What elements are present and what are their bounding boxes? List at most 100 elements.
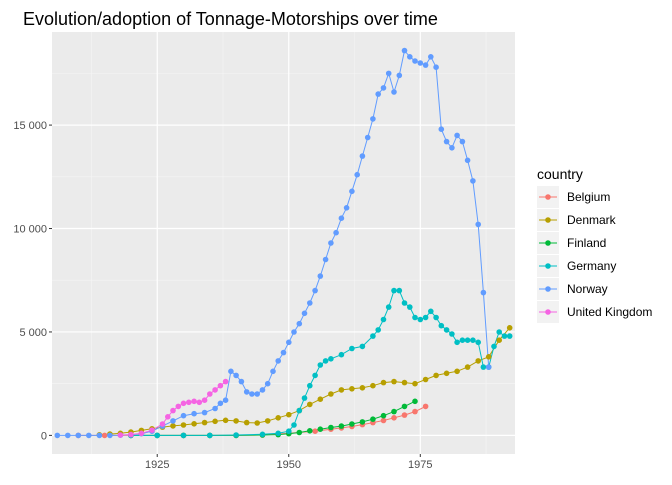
data-point-denmark	[349, 386, 355, 392]
data-point-united-kingdom	[175, 403, 182, 410]
data-point-norway	[107, 432, 113, 439]
data-point-norway	[470, 178, 476, 184]
data-point-norway	[349, 188, 355, 195]
data-point-finland	[328, 424, 334, 431]
data-point-norway	[222, 397, 229, 404]
data-point-denmark	[401, 379, 408, 386]
data-point-finland	[349, 421, 355, 427]
data-point-norway	[233, 372, 239, 379]
legend-title: country	[537, 166, 583, 182]
data-point-germany	[501, 333, 508, 339]
data-point-norway	[438, 126, 445, 132]
data-point-finland	[380, 412, 387, 419]
legend-point-belgium	[545, 194, 551, 200]
chart-title: Evolution/adoption of Tonnage-Motorships…	[23, 9, 438, 29]
data-point-finland	[359, 419, 366, 425]
data-point-denmark	[233, 418, 239, 424]
data-point-united-kingdom	[165, 414, 171, 420]
data-point-norway	[417, 60, 424, 66]
data-point-norway	[485, 364, 492, 370]
data-point-norway	[264, 380, 271, 387]
data-point-germany	[322, 358, 329, 364]
data-point-norway	[270, 368, 276, 375]
legend-point-united-kingdom	[545, 309, 551, 315]
data-point-denmark	[212, 418, 218, 425]
data-point-denmark	[222, 417, 229, 424]
data-point-germany	[417, 316, 424, 323]
data-point-norway	[433, 64, 439, 70]
data-point-norway	[228, 368, 234, 375]
data-point-belgium	[401, 412, 408, 418]
data-point-norway	[454, 132, 460, 139]
data-point-germany	[154, 432, 160, 439]
data-point-united-kingdom	[191, 398, 197, 405]
plot-panel	[52, 32, 515, 454]
data-point-denmark	[412, 380, 418, 387]
data-point-denmark	[391, 378, 397, 385]
data-point-norway	[275, 358, 282, 364]
data-point-norway	[286, 339, 292, 346]
axis-layer: 1925 1950 1975 0 5 000 10 000 15 000	[13, 120, 432, 471]
data-point-germany	[396, 287, 403, 294]
data-point-denmark	[317, 396, 324, 403]
data-point-denmark	[328, 391, 334, 397]
data-point-norway	[475, 221, 482, 228]
data-point-united-kingdom	[217, 382, 224, 389]
data-point-denmark	[433, 372, 439, 379]
data-point-germany	[296, 407, 303, 414]
data-point-united-kingdom	[117, 432, 124, 438]
data-point-norway	[354, 171, 361, 178]
data-point-denmark	[264, 418, 271, 424]
data-point-norway	[364, 134, 371, 141]
data-point-united-kingdom	[159, 421, 166, 427]
data-point-norway	[449, 145, 455, 151]
data-point-norway	[191, 410, 197, 417]
data-point-norway	[301, 310, 308, 317]
data-point-finland	[307, 428, 313, 434]
data-point-united-kingdom	[212, 387, 218, 393]
data-point-germany	[475, 339, 482, 346]
data-point-united-kingdom	[207, 391, 213, 397]
data-point-denmark	[286, 411, 292, 418]
data-point-norway	[459, 138, 466, 145]
data-point-norway	[238, 378, 245, 385]
data-point-united-kingdom	[196, 399, 203, 406]
legend-point-germany	[545, 263, 551, 269]
data-point-germany	[491, 343, 497, 350]
data-point-norway	[422, 62, 429, 68]
data-point-germany	[496, 329, 503, 335]
data-point-norway	[170, 418, 176, 424]
data-point-germany	[286, 428, 292, 435]
data-point-norway	[212, 405, 218, 412]
legend-point-norway	[545, 286, 551, 292]
data-point-belgium	[101, 432, 108, 439]
data-point-united-kingdom	[138, 430, 145, 437]
data-point-belgium	[422, 403, 429, 410]
data-point-germany	[275, 430, 282, 437]
data-point-belgium	[412, 408, 418, 415]
data-point-germany	[233, 432, 239, 438]
data-point-germany	[438, 322, 445, 329]
data-point-norway	[312, 287, 318, 294]
data-point-norway	[370, 116, 376, 122]
data-point-denmark	[180, 422, 187, 428]
data-point-finland	[412, 398, 418, 405]
data-point-norway	[280, 349, 287, 356]
x-tick-label: 1975	[408, 459, 432, 471]
major-gridlines	[52, 32, 515, 454]
data-point-denmark	[464, 364, 471, 370]
data-point-norway	[338, 215, 345, 221]
data-point-norway	[96, 432, 103, 439]
data-point-germany	[328, 356, 334, 362]
data-point-denmark	[506, 325, 513, 331]
data-point-norway	[407, 54, 413, 60]
data-point-denmark	[338, 387, 345, 393]
data-point-norway	[428, 54, 434, 60]
minor-gridlines	[52, 32, 515, 454]
data-point-germany	[180, 432, 187, 439]
x-tick-label: 1950	[277, 459, 301, 471]
data-point-norway	[243, 389, 250, 395]
data-point-united-kingdom	[186, 399, 192, 406]
data-point-denmark	[496, 337, 503, 344]
data-point-germany	[385, 304, 392, 310]
